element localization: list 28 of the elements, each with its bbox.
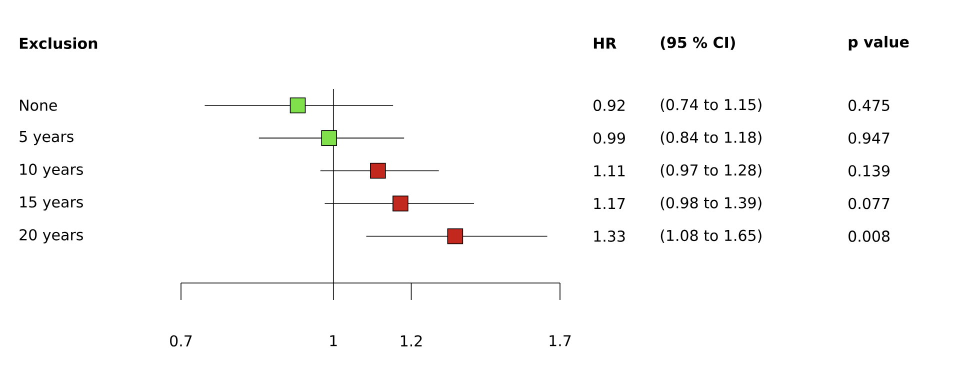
y-tick-label: 10 years: [20, 164, 83, 178]
data-label: 1.11: [594, 165, 625, 176]
x-tick-label: 0.7: [170, 335, 192, 347]
y-tick-label: 5 years: [20, 131, 74, 146]
x-tick-label: 1.2: [400, 335, 422, 346]
text: (0.84 to 1.18): [660, 131, 762, 145]
y-axis-title: Exclusion: [20, 37, 98, 50]
data-label: 0.99: [594, 132, 625, 144]
y-tick-label: 15 years: [20, 196, 83, 211]
x-tick-label: 1: [330, 335, 337, 346]
text: 0.077: [848, 198, 890, 210]
text: (1.08 to 1.65): [660, 230, 762, 243]
data-label: 1.17: [594, 198, 625, 209]
text: (0.98 to 1.39): [660, 196, 762, 210]
data-label: 0.92: [594, 100, 624, 112]
text: (0.74 to 1.15): [660, 98, 762, 112]
text: 0.139: [848, 165, 890, 176]
x-tick-label: 1.7: [550, 335, 571, 346]
text: 0.008: [848, 230, 890, 242]
text: 0.947: [848, 132, 890, 144]
data-label: 1.33: [594, 230, 625, 242]
text: (95 % CI): [660, 36, 735, 50]
y-tick-label: 20 years: [20, 229, 83, 244]
y-tick-label: None: [20, 100, 57, 111]
text: p value: [848, 36, 909, 50]
text: 0.475: [848, 100, 890, 112]
text: (0.97 to 1.28): [660, 164, 762, 178]
text: HR: [594, 38, 616, 49]
